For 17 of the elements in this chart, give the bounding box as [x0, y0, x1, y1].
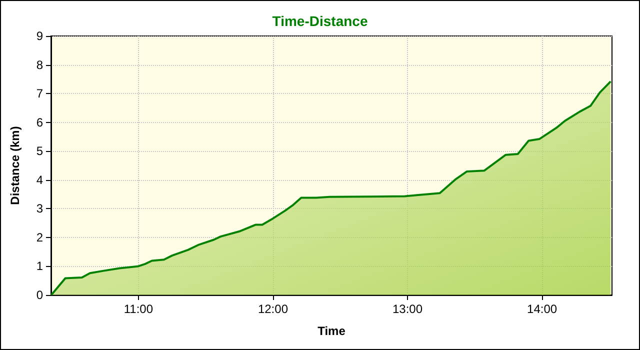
y-tick-label: 1	[36, 259, 44, 274]
y-tick-label: 7	[36, 86, 44, 101]
y-tick-label: 2	[36, 230, 44, 244]
y-axis-title: Distance (km)	[8, 126, 22, 205]
chart-title: Time-Distance	[272, 13, 368, 29]
y-tick-label: 0	[36, 288, 44, 302]
y-tick-label: 4	[36, 172, 44, 187]
y-tick-label: 5	[36, 144, 44, 158]
x-tick-label: 11:00	[124, 302, 154, 316]
y-tick-label: 3	[36, 202, 44, 216]
y-tick-label: 6	[36, 115, 44, 130]
x-tick-label: 14:00	[527, 302, 558, 316]
x-axis-title: Time	[318, 324, 346, 338]
y-tick-label: 9	[36, 29, 44, 43]
x-tick-label: 13:00	[392, 302, 423, 316]
x-tick-label: 12:00	[258, 302, 288, 316]
y-tick-label: 8	[36, 58, 44, 72]
